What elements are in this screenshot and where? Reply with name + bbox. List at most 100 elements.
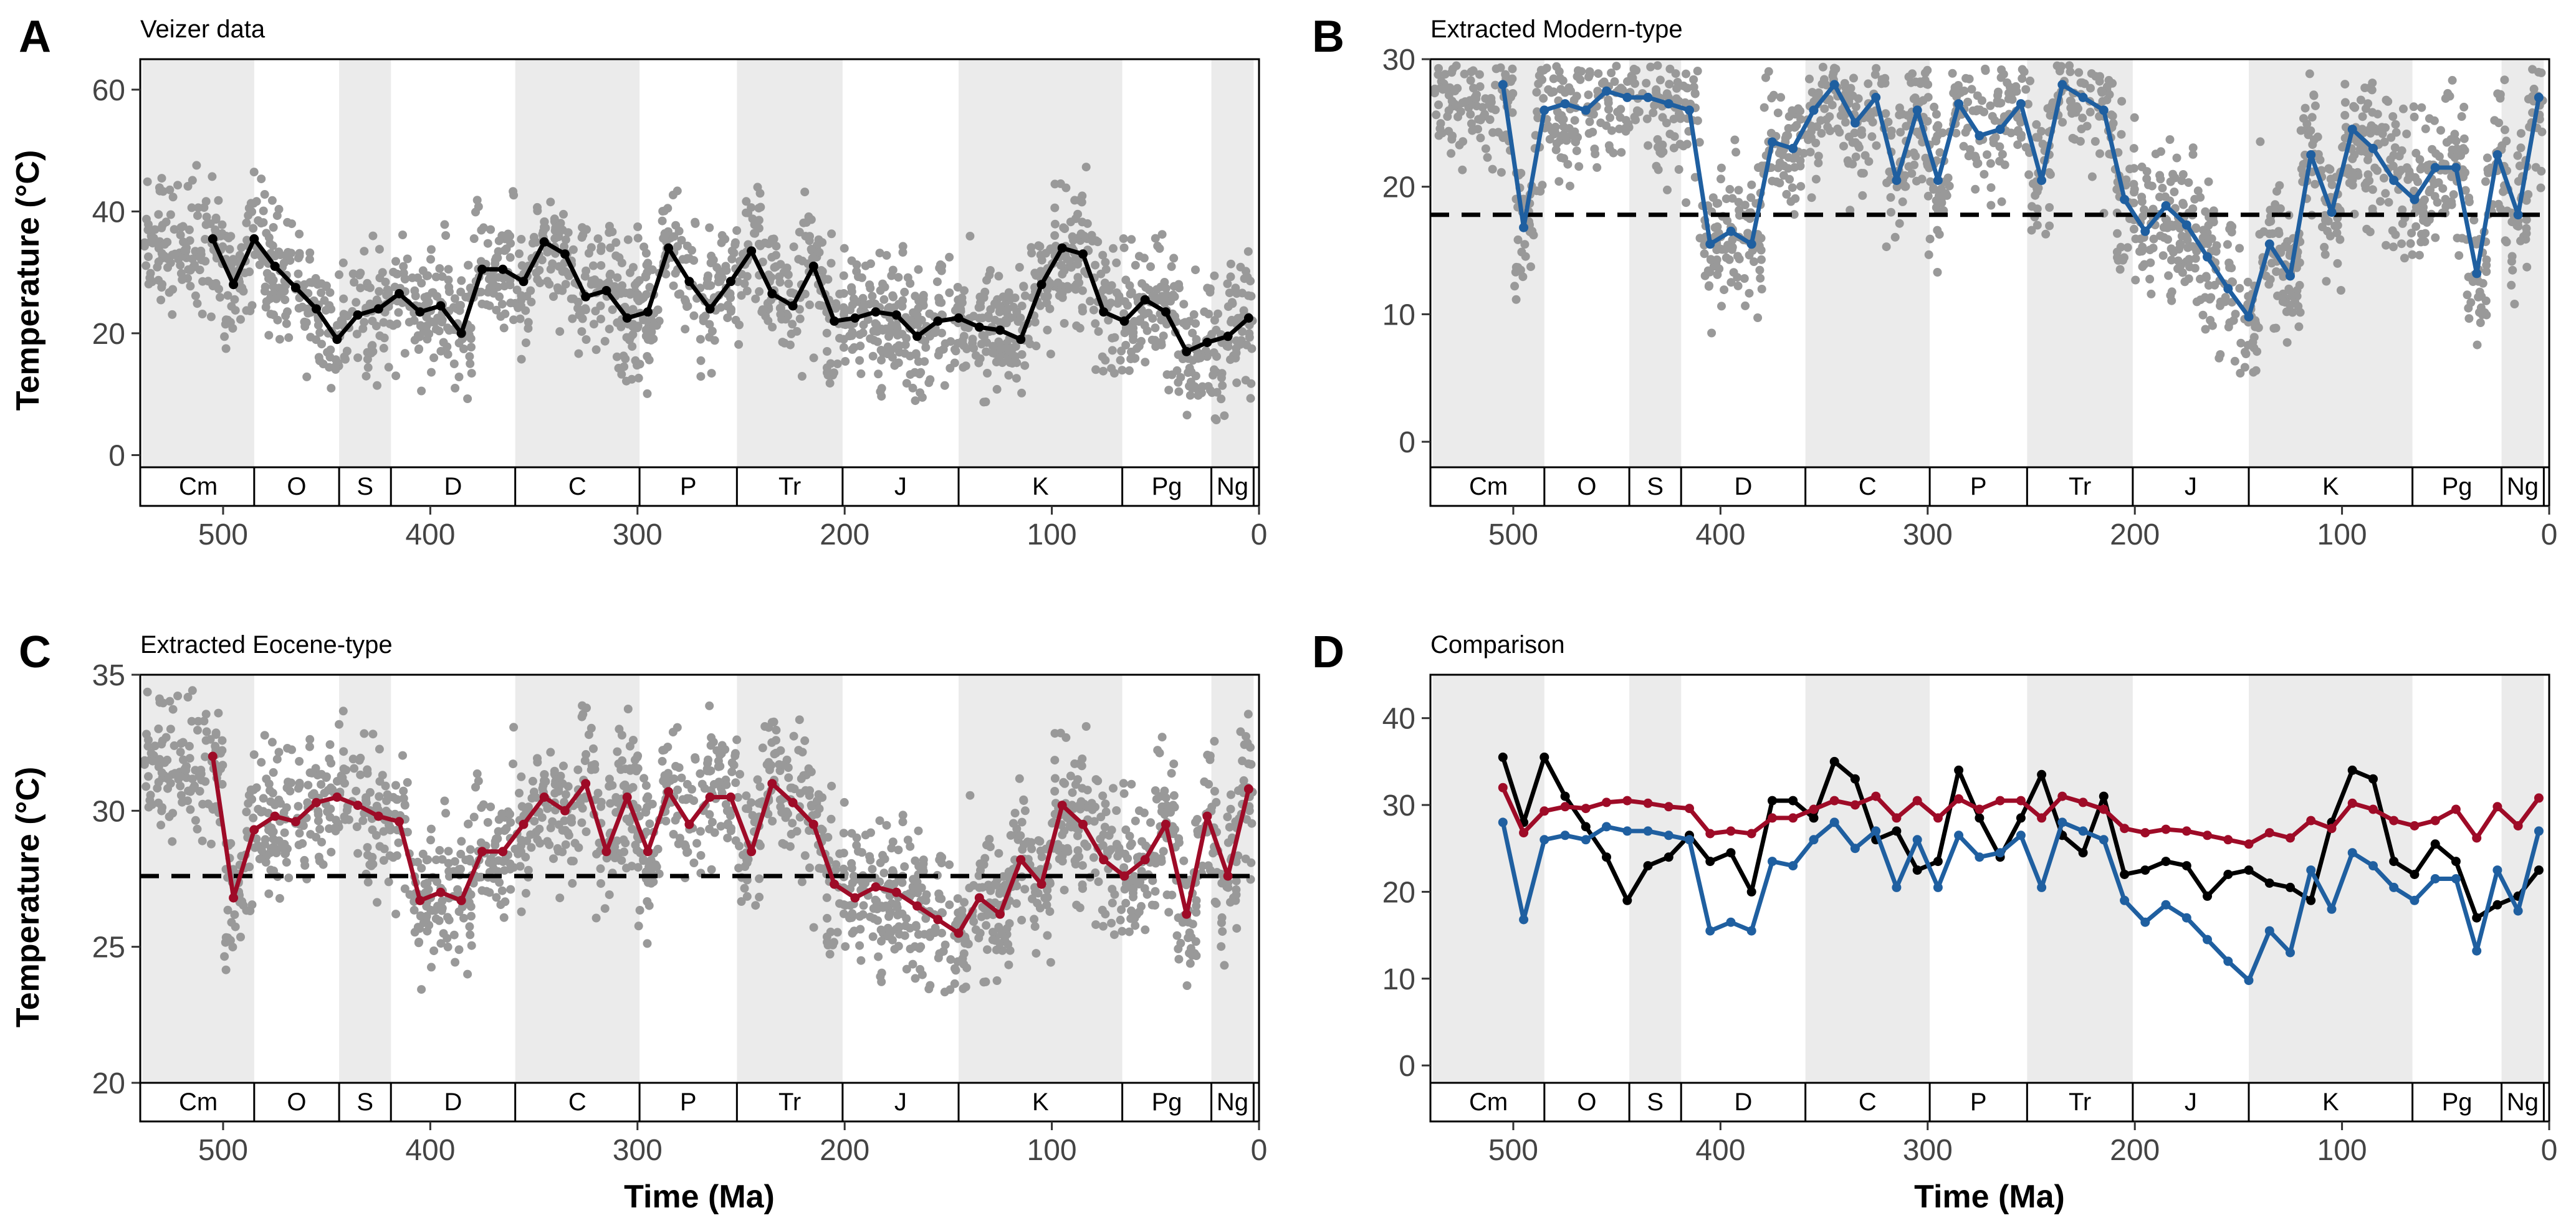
scatter-point bbox=[976, 298, 985, 307]
scatter-point bbox=[1483, 153, 1492, 162]
scatter-point bbox=[145, 274, 155, 282]
scatter-point bbox=[608, 305, 617, 315]
scatter-point bbox=[1159, 331, 1168, 341]
scatter-point bbox=[789, 242, 798, 252]
y-tick-label: 0 bbox=[1399, 426, 1415, 459]
scatter-point bbox=[236, 933, 245, 941]
scatter-point bbox=[464, 819, 473, 829]
scatter-point bbox=[920, 930, 929, 939]
scatter-point bbox=[1705, 281, 1714, 290]
scatter-point bbox=[1189, 310, 1199, 319]
scatter-point bbox=[1819, 75, 1829, 84]
scatter-point bbox=[2415, 155, 2425, 164]
scatter-point bbox=[855, 941, 864, 950]
scatter-point bbox=[620, 780, 630, 789]
scatter-point bbox=[391, 781, 400, 790]
scatter-point bbox=[1438, 85, 1447, 94]
scatter-point bbox=[1468, 126, 1477, 135]
scatter-point bbox=[830, 938, 838, 947]
scatter-point bbox=[1192, 335, 1201, 344]
scatter-point bbox=[2166, 291, 2175, 300]
scatter-point bbox=[822, 363, 831, 373]
scatter-point bbox=[550, 766, 559, 776]
scatter-point bbox=[533, 202, 542, 212]
scatter-point bbox=[322, 772, 331, 781]
scatter-point bbox=[435, 264, 444, 273]
scatter-point bbox=[1098, 791, 1108, 801]
scatter-point bbox=[1162, 890, 1172, 900]
scatter-point bbox=[2446, 135, 2456, 144]
scatter-point bbox=[772, 250, 780, 260]
scatter-point bbox=[2502, 237, 2511, 247]
scatter-point bbox=[2021, 85, 2031, 94]
scatter-point bbox=[1772, 177, 1781, 186]
scatter-point bbox=[1015, 263, 1024, 272]
scatter-point bbox=[835, 849, 845, 859]
scatter-point bbox=[325, 353, 335, 362]
scatter-point bbox=[1887, 126, 1896, 136]
scatter-point bbox=[858, 293, 868, 303]
scatter-point bbox=[712, 263, 722, 272]
scatter-point bbox=[1784, 124, 1793, 133]
scatter-point bbox=[2170, 188, 2179, 196]
scatter-point bbox=[2383, 97, 2393, 106]
scatter-point bbox=[1164, 386, 1174, 395]
scatter-point bbox=[466, 930, 475, 940]
scatter-point bbox=[1444, 106, 1453, 115]
scatter-point bbox=[1003, 292, 1012, 301]
scatter-point bbox=[696, 372, 706, 381]
scatter-point bbox=[617, 259, 626, 268]
scatter-point bbox=[1488, 128, 1498, 137]
scatter-point bbox=[621, 354, 630, 363]
scatter-point bbox=[463, 394, 472, 403]
scatter-point bbox=[463, 969, 472, 979]
scatter-point bbox=[2457, 112, 2466, 121]
scatter-point bbox=[1091, 319, 1100, 328]
scatter-point bbox=[2243, 277, 2253, 287]
scatter-point bbox=[141, 261, 151, 270]
scatter-point bbox=[1517, 247, 1526, 257]
scatter-point bbox=[1585, 67, 1594, 76]
scatter-point bbox=[755, 287, 764, 296]
scatter-point bbox=[414, 344, 424, 353]
scatter-point bbox=[734, 340, 744, 349]
scatter-point bbox=[858, 328, 868, 338]
scatter-point bbox=[1050, 774, 1060, 783]
series-point-modern bbox=[2347, 125, 2357, 135]
scatter-point bbox=[1989, 138, 1998, 148]
scatter-point bbox=[1151, 342, 1161, 351]
scatter-point bbox=[391, 257, 400, 266]
scatter-point bbox=[156, 821, 166, 830]
period-label: Pg bbox=[1152, 473, 1182, 500]
scatter-point bbox=[868, 865, 877, 874]
scatter-point bbox=[2172, 153, 2181, 163]
scatter-point bbox=[1917, 174, 1927, 184]
scatter-point bbox=[2516, 129, 2526, 138]
scatter-point bbox=[1243, 272, 1252, 282]
scatter-point bbox=[422, 321, 431, 330]
series-point-modern bbox=[1581, 105, 1591, 115]
scatter-point bbox=[1658, 113, 1667, 122]
scatter-point bbox=[1088, 805, 1097, 814]
scatter-point bbox=[841, 901, 850, 910]
scatter-point bbox=[418, 849, 428, 859]
scatter-point bbox=[2516, 143, 2526, 153]
scatter-point bbox=[669, 232, 679, 241]
scatter-point bbox=[398, 751, 407, 760]
scatter-point bbox=[969, 312, 979, 321]
series-point-veizer bbox=[581, 292, 591, 302]
scatter-point bbox=[221, 965, 231, 974]
scatter-point bbox=[2156, 174, 2165, 184]
period-label: Cm bbox=[1469, 473, 1508, 500]
scatter-point bbox=[2367, 121, 2376, 130]
scatter-point bbox=[186, 265, 195, 275]
series-point-veizer bbox=[498, 264, 508, 274]
scatter-point bbox=[224, 234, 233, 243]
period-shade bbox=[1432, 59, 1544, 467]
scatter-point bbox=[1735, 254, 1744, 264]
scatter-point bbox=[1086, 297, 1094, 306]
scatter-point bbox=[2411, 173, 2420, 182]
scatter-point bbox=[1700, 249, 1709, 259]
scatter-point bbox=[2515, 161, 2524, 171]
